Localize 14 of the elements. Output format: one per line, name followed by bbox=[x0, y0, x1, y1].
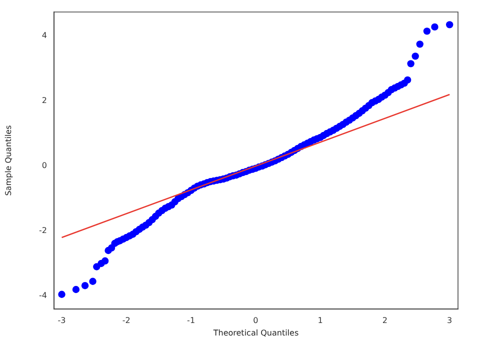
y-tick-label: -4 bbox=[39, 291, 47, 300]
x-tick-label: -2 bbox=[122, 316, 130, 325]
x-tick-label: 3 bbox=[447, 316, 452, 325]
y-tick-label: -2 bbox=[39, 226, 47, 236]
x-tick-label: 1 bbox=[318, 316, 323, 325]
x-axis-title: Theoretical Quantiles bbox=[212, 328, 299, 338]
x-tick-label: 2 bbox=[382, 316, 388, 325]
y-axis-title: Sample Quantiles bbox=[4, 125, 13, 196]
y-tick-label: 4 bbox=[42, 31, 47, 40]
y-tick-label: 0 bbox=[42, 161, 47, 170]
x-tick-label: -1 bbox=[187, 316, 196, 325]
x-tick-label: 0 bbox=[253, 316, 258, 325]
y-tick-label: 2 bbox=[42, 96, 47, 106]
x-tick-label: -3 bbox=[58, 316, 66, 325]
